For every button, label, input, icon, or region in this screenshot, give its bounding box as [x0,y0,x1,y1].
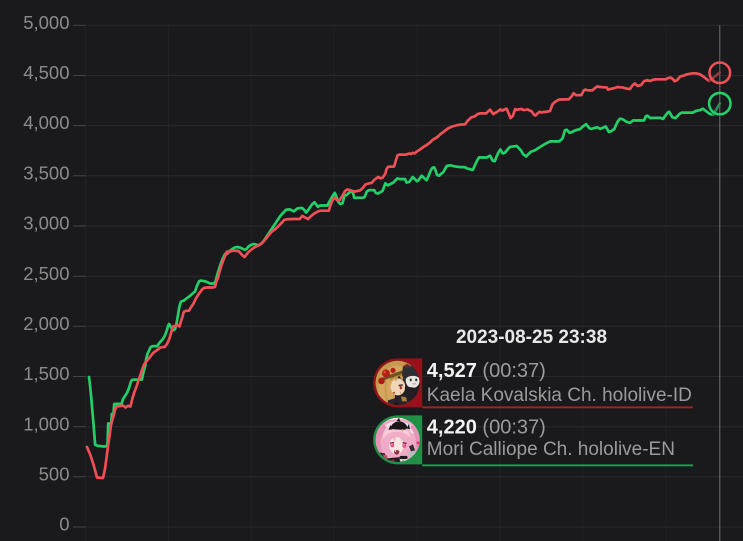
svg-text:4,220 (00:37): 4,220 (00:37) [427,417,546,439]
svg-text:4,527 (00:37): 4,527 (00:37) [427,360,546,382]
svg-text:3,000: 3,000 [23,213,69,234]
svg-text:500: 500 [39,463,70,484]
svg-text:4,000: 4,000 [23,112,69,133]
svg-text:5,000: 5,000 [23,12,69,33]
svg-text:0: 0 [59,514,69,535]
svg-text:Kaela Kovalskia Ch. hololive-I: Kaela Kovalskia Ch. hololive-ID [427,385,692,406]
svg-text:Mori Calliope Ch. hololive-EN: Mori Calliope Ch. hololive-EN [427,439,675,460]
svg-text:2023-08-25 23:38: 2023-08-25 23:38 [456,327,607,348]
svg-text:3,500: 3,500 [23,162,69,183]
svg-text:1,000: 1,000 [23,413,69,434]
svg-text:1,500: 1,500 [23,363,69,384]
svg-text:2,500: 2,500 [23,263,69,284]
svg-text:2,000: 2,000 [23,313,69,334]
svg-text:4,500: 4,500 [23,62,69,83]
